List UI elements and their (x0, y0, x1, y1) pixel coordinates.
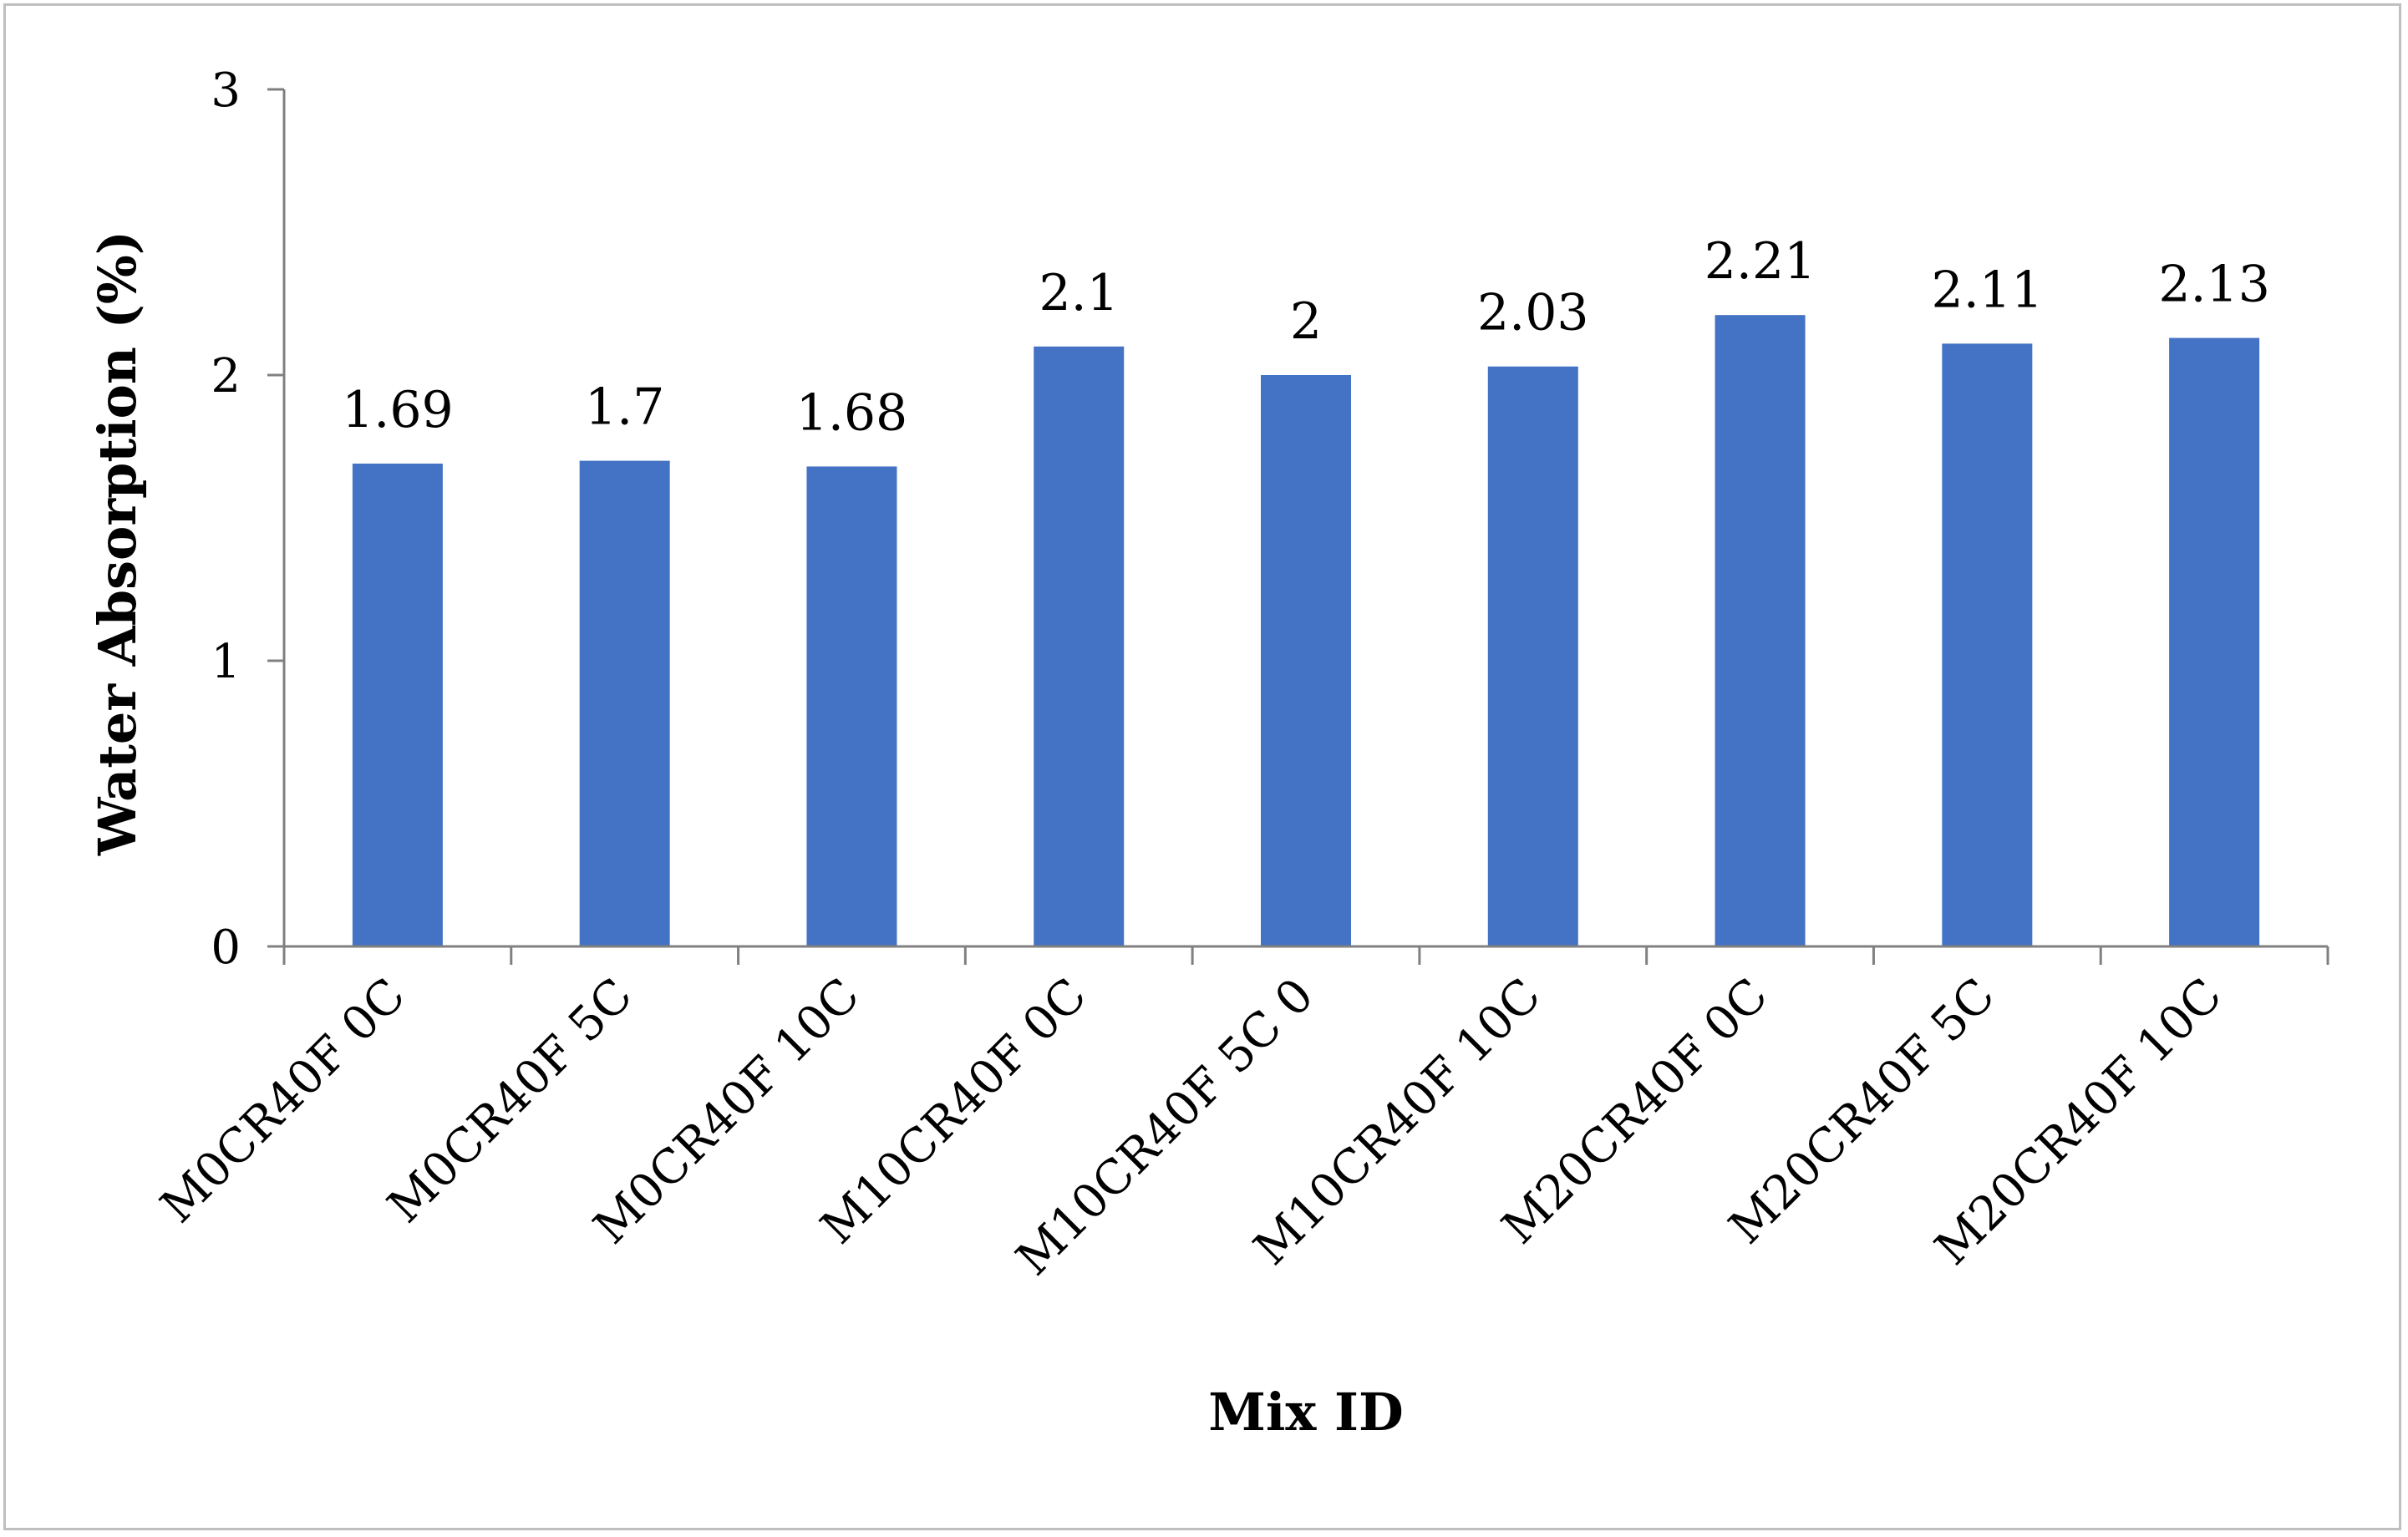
y-ticks-group: 0 1 2 3 (211, 63, 284, 975)
bar (806, 466, 897, 946)
data-label: 2 (1290, 292, 1322, 351)
bar (1034, 346, 1125, 946)
chart-frame (3, 3, 2401, 1530)
x-tick-label: M0CR40F 5C (378, 968, 643, 1234)
x-tick-label: M0CR40F 0C (150, 968, 416, 1234)
y-tick-label: 3 (211, 63, 241, 118)
bar (579, 460, 670, 946)
x-axis-title: Mix ID (1208, 1382, 1404, 1443)
data-labels-group: 1.69 1.7 1.68 2.1 2 2.03 2.21 2.11 2.13 (342, 232, 2270, 442)
axes-group (282, 89, 2328, 948)
bar (2169, 337, 2260, 946)
data-label: 2.03 (1477, 284, 1589, 342)
y-tick-label: 1 (211, 635, 241, 689)
data-label: 1.68 (796, 383, 908, 442)
x-ticks-group (282, 946, 2329, 965)
bar (1487, 366, 1578, 946)
bars-group (352, 315, 2260, 946)
bar (1261, 375, 1351, 946)
bar (1715, 315, 1806, 946)
data-label: 1.69 (342, 381, 454, 439)
data-label: 1.7 (585, 378, 664, 437)
data-label: 2.21 (1704, 232, 1816, 291)
bar (352, 464, 443, 946)
data-label: 2.13 (2158, 256, 2270, 314)
bar (1942, 343, 2033, 946)
y-axis-title: Water Absorption (%) (87, 231, 148, 856)
data-label: 2.1 (1039, 264, 1119, 322)
y-tick-label: 2 (211, 349, 241, 403)
data-label: 2.11 (1932, 261, 2044, 319)
y-tick-label: 0 (211, 921, 241, 975)
